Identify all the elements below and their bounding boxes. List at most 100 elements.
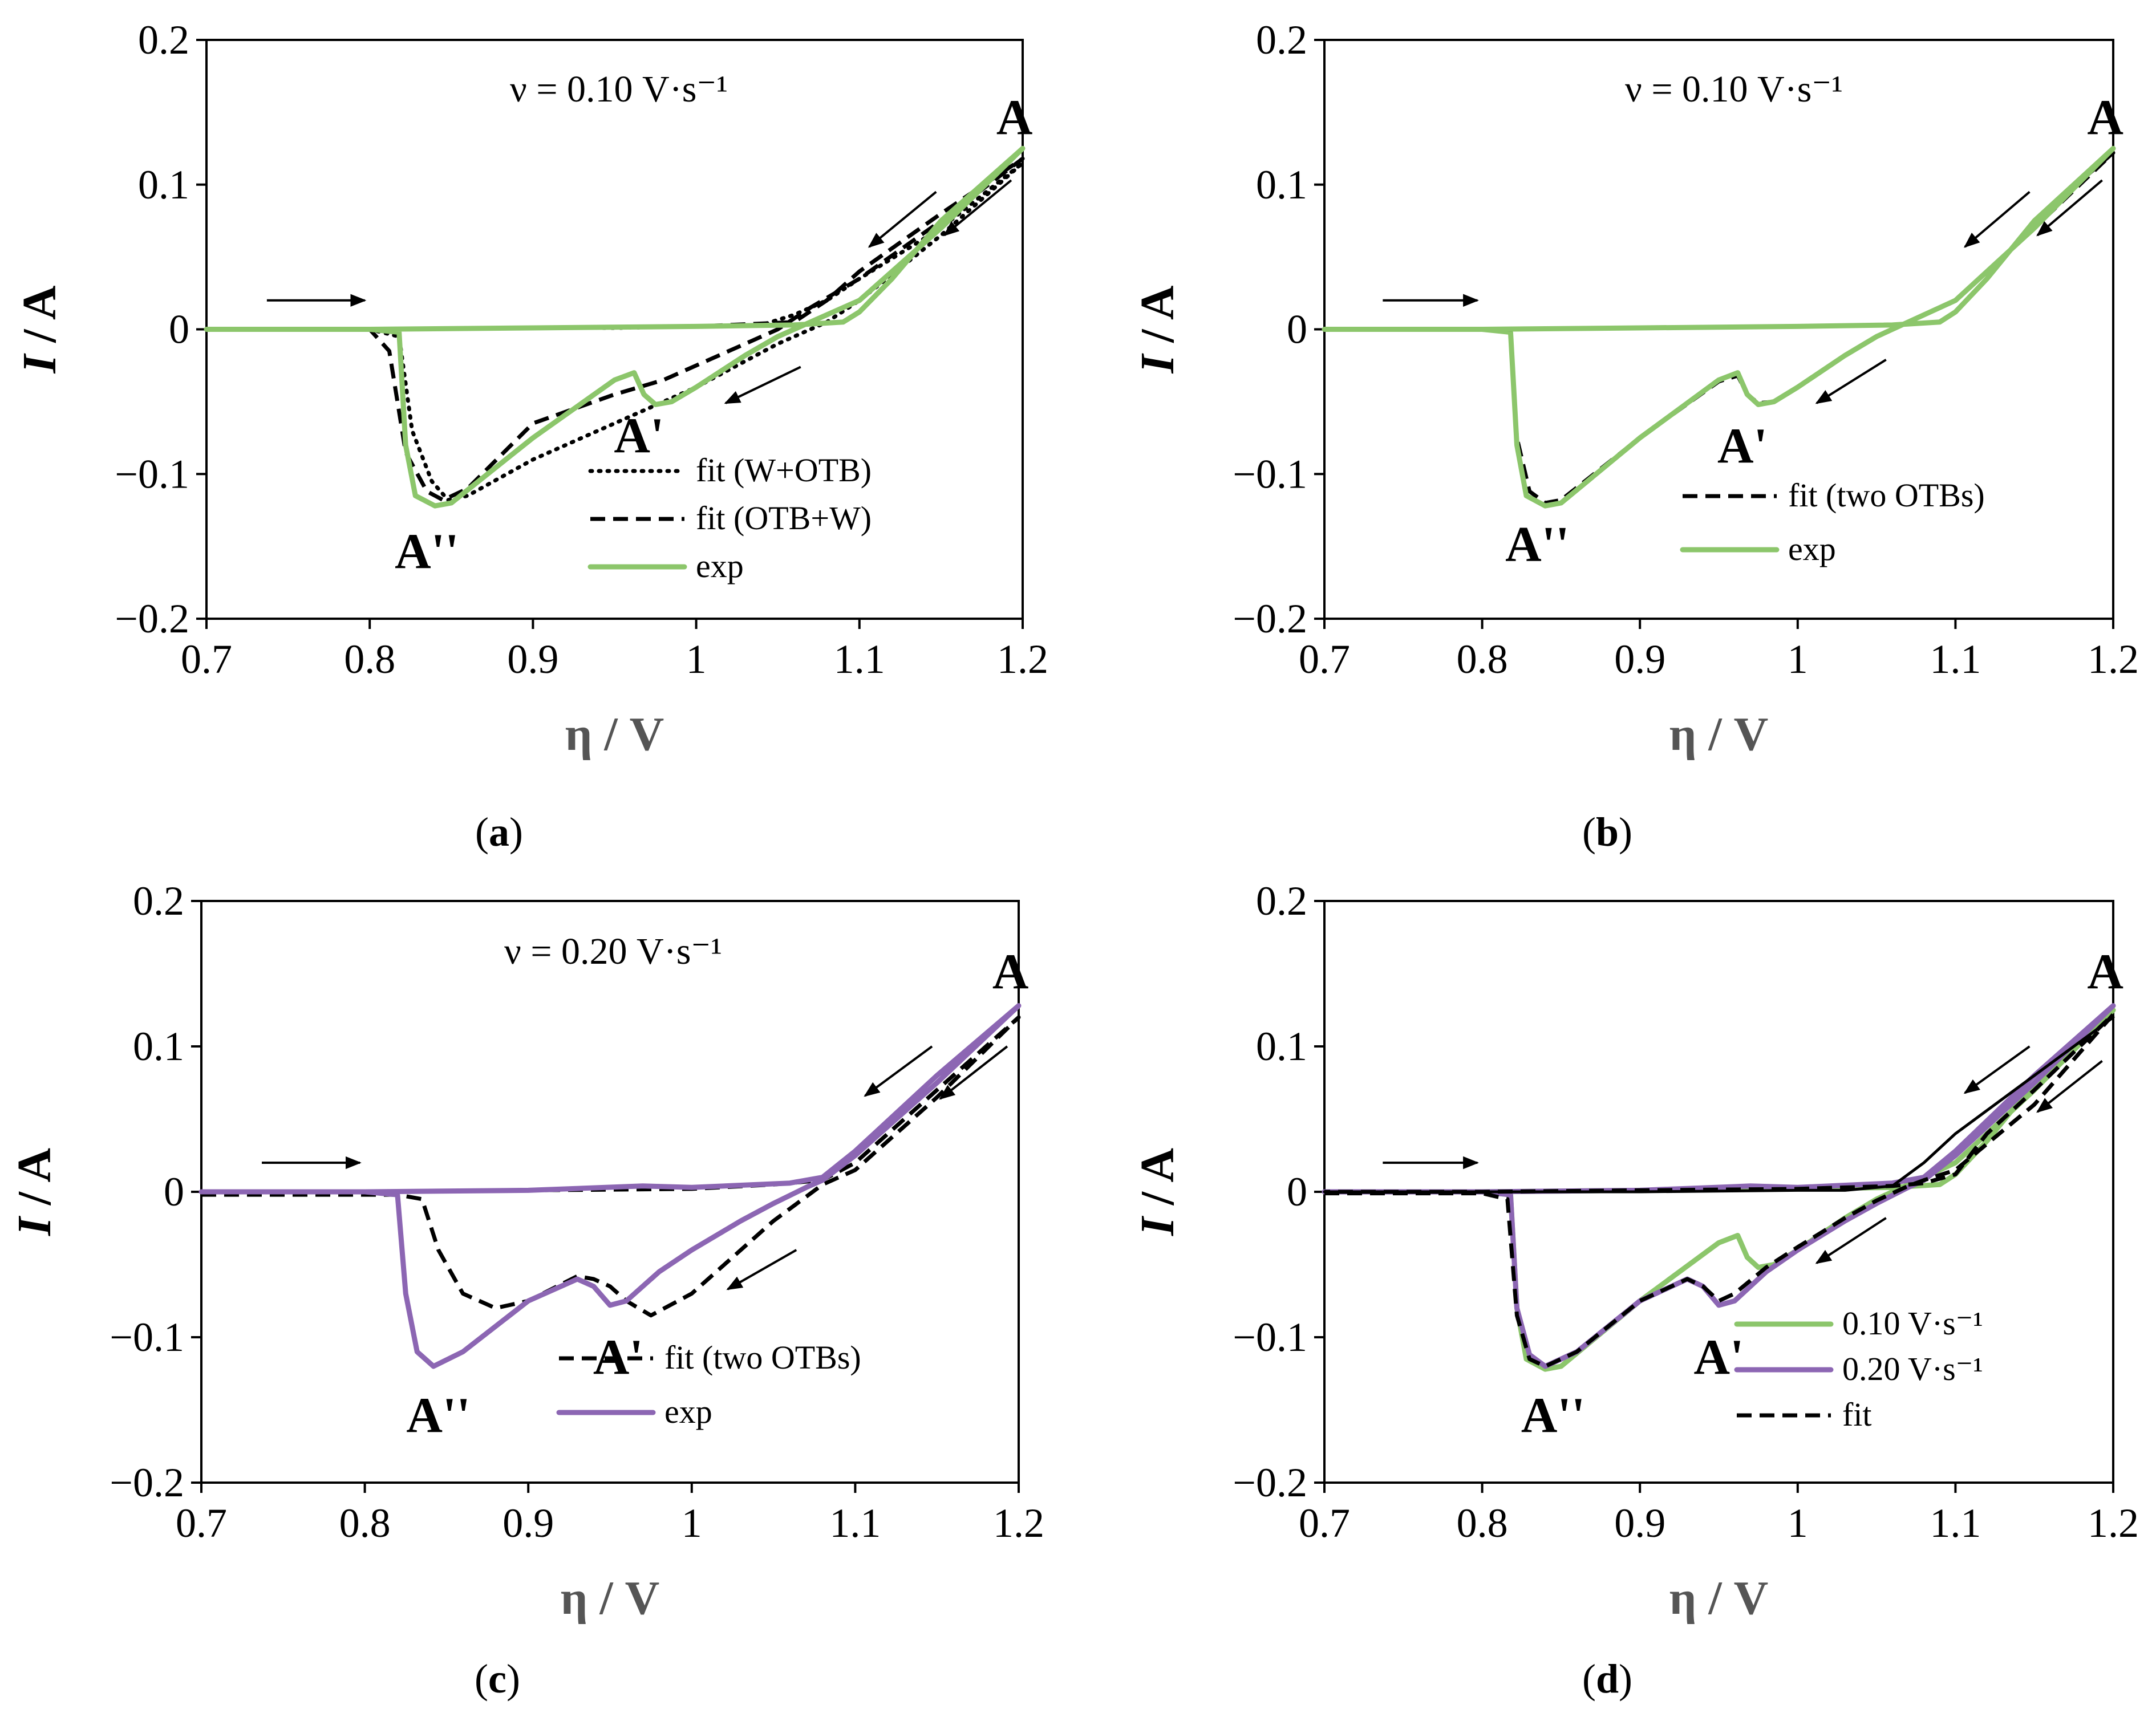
legend-label: fit (two OTBs) xyxy=(664,1339,861,1376)
y-tick-label: −0.1 xyxy=(1233,1314,1307,1360)
point-label: A xyxy=(996,90,1033,145)
y-tick-label: 0.1 xyxy=(133,1024,184,1069)
point-label: A' xyxy=(614,408,664,464)
x-tick-label: 0.9 xyxy=(1614,1500,1665,1546)
y-tick-label: 0 xyxy=(1287,307,1307,352)
y-tick-label: −0.1 xyxy=(110,1314,184,1360)
x-tick-label: 0.8 xyxy=(344,636,395,682)
x-tick-label: 0.7 xyxy=(181,636,232,682)
scan-direction-arrow xyxy=(1963,190,2031,248)
x-axis-label: η / V xyxy=(565,708,664,761)
y-tick-label: −0.2 xyxy=(1233,1460,1307,1505)
scan-direction-arrow xyxy=(1963,1045,2031,1094)
legend-label: 0.20 V·s⁻¹ xyxy=(1842,1350,1983,1387)
legend-label: fit (two OTBs) xyxy=(1788,477,1985,514)
y-tick-label: −0.1 xyxy=(115,451,189,497)
point-label: A xyxy=(2087,90,2123,145)
y-axis-label: I / A xyxy=(1131,1148,1184,1236)
x-tick-label: 1.1 xyxy=(1930,1500,1981,1546)
scan-direction-arrow xyxy=(1815,1217,1887,1264)
y-tick-label: 0.2 xyxy=(1256,17,1307,63)
series-line xyxy=(198,1003,1022,1369)
x-tick-label: 0.8 xyxy=(1457,636,1508,682)
series-line xyxy=(201,1015,1021,1318)
x-tick-label: 0.8 xyxy=(1457,1500,1508,1546)
y-axis-label: I / A xyxy=(8,1148,61,1236)
legend-label: exp xyxy=(664,1393,712,1430)
chart-panel-b: 0.7 0.8 0.9 1 1.1 1.2 0.2 0.1 0 −0.1 −0.2 η / V I / … xyxy=(1131,17,2139,855)
point-label: A'' xyxy=(1521,1388,1585,1443)
chart-panel-a: 0.7 0.8 0.9 1 1.1 1.2 0.2 0.1 0 −0.1 −0.2 η / V I / … xyxy=(13,17,1048,855)
legend-label: fit xyxy=(1842,1396,1872,1433)
point-label: A' xyxy=(1694,1330,1744,1385)
y-tick-label: 0.1 xyxy=(138,162,189,208)
scan-direction-arrow xyxy=(724,366,801,404)
x-tick-label: 0.7 xyxy=(1299,1500,1350,1546)
x-tick-label: 0.9 xyxy=(507,636,558,682)
scan-direction-arrow xyxy=(2036,1060,2103,1113)
scan-direction-arrow xyxy=(726,1249,797,1290)
y-tick-label: 0.1 xyxy=(1256,1024,1307,1069)
y-tick-label: 0.2 xyxy=(133,878,184,924)
y-tick-label: 0.2 xyxy=(1256,878,1307,924)
scan-direction-arrow xyxy=(864,1045,933,1097)
scan-direction-arrow xyxy=(1815,359,1887,404)
scan-direction-arrow xyxy=(943,179,1012,237)
y-tick-label: 0.2 xyxy=(138,17,189,63)
point-label: A' xyxy=(1717,419,1768,474)
y-tick-label: −0.2 xyxy=(115,596,189,642)
scan-direction-arrow xyxy=(868,190,937,248)
legend-label: exp xyxy=(696,547,744,585)
y-tick-label: 0 xyxy=(164,1169,184,1215)
chart-panel-c: 0.7 0.8 0.9 1 1.1 1.2 0.2 0.1 0 −0.1 −0.2 η / V I / … xyxy=(8,878,1044,1702)
legend-label: exp xyxy=(1788,530,1836,567)
panel-caption: (c) xyxy=(475,1656,520,1702)
y-tick-label: 0 xyxy=(169,307,189,352)
x-axis-label: η / V xyxy=(561,1572,660,1625)
point-label: A'' xyxy=(1505,517,1569,573)
series-line xyxy=(1322,145,2116,509)
x-tick-label: 0.9 xyxy=(502,1500,554,1546)
x-tick-label: 1.2 xyxy=(993,1500,1044,1546)
y-tick-label: −0.2 xyxy=(110,1460,184,1505)
x-tick-label: 1.2 xyxy=(997,636,1048,682)
series-line xyxy=(206,156,1025,502)
y-tick-label: −0.2 xyxy=(1233,596,1307,642)
x-tick-label: 1.1 xyxy=(834,636,885,682)
x-tick-label: 0.7 xyxy=(176,1500,227,1546)
scan-rate-annotation: ν = 0.20 V·s⁻¹ xyxy=(504,931,722,972)
legend-label: fit (W+OTB) xyxy=(696,452,872,489)
y-axis-label: I / A xyxy=(13,285,66,374)
x-tick-label: 1.2 xyxy=(2088,1500,2139,1546)
y-tick-label: −0.1 xyxy=(1233,451,1307,497)
x-tick-label: 1 xyxy=(1788,636,1808,682)
series-line xyxy=(1322,1003,2116,1369)
panel-caption: (a) xyxy=(475,809,523,855)
x-tick-label: 0.9 xyxy=(1614,636,1665,682)
scan-rate-annotation: ν = 0.10 V·s⁻¹ xyxy=(1625,68,1843,110)
y-tick-label: 0.1 xyxy=(1256,162,1307,208)
point-label: A'' xyxy=(406,1388,470,1443)
legend-label: fit (OTB+W) xyxy=(696,500,872,537)
x-tick-label: 0.7 xyxy=(1299,636,1350,682)
x-tick-label: 1 xyxy=(1788,1500,1808,1546)
x-tick-label: 1.2 xyxy=(2088,636,2139,682)
x-tick-label: 1 xyxy=(682,1500,702,1546)
scan-rate-annotation: ν = 0.10 V·s⁻¹ xyxy=(510,68,728,110)
chart-panel-d: 0.7 0.8 0.9 1 1.1 1.2 0.2 0.1 0 −0.1 −0.2 η / V I / … xyxy=(1131,878,2139,1702)
scan-direction-arrow xyxy=(939,1045,1008,1100)
series-line xyxy=(1323,1016,2115,1194)
panel-caption: (b) xyxy=(1582,809,1632,855)
y-axis-label: I / A xyxy=(1131,285,1184,374)
x-tick-label: 0.8 xyxy=(339,1500,391,1546)
panel-caption: (d) xyxy=(1582,1656,1632,1702)
point-label: A'' xyxy=(395,524,459,579)
scan-direction-arrow xyxy=(2036,179,2103,237)
series-line xyxy=(204,145,1026,509)
legend-label: 0.10 V·s⁻¹ xyxy=(1842,1305,1983,1342)
x-tick-label: 1 xyxy=(686,636,707,682)
x-axis-label: η / V xyxy=(1669,1572,1769,1625)
x-tick-label: 1.1 xyxy=(1930,636,1981,682)
y-tick-label: 0 xyxy=(1287,1169,1307,1215)
